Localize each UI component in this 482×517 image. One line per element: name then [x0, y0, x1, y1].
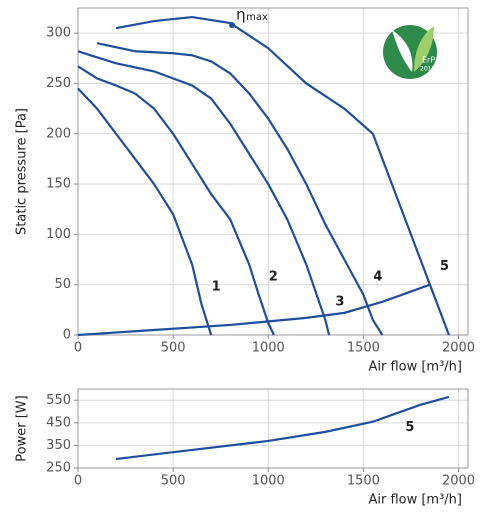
x-tick-label: 1000	[252, 341, 285, 356]
y-tick-label: 250	[46, 461, 71, 476]
y-tick-label: 350	[46, 438, 71, 453]
series-label: 5	[440, 259, 449, 274]
x-axis-label: Air flow [m³/h]	[368, 360, 462, 375]
x-tick-label: 1500	[347, 474, 380, 489]
x-tick-label: 0	[74, 341, 82, 356]
y-tick-label: 50	[54, 277, 71, 292]
badge-year: 2018	[420, 66, 435, 73]
y-axis-label: Static pressure [Pa]	[15, 108, 30, 235]
y-tick-label: 100	[46, 227, 71, 242]
y-tick-label: 550	[46, 393, 71, 408]
plot: 0 50 100 150 200 250 300 0 500 1000 1500 2000 Air fl…	[15, 6, 476, 375]
y-tick-label: 200	[46, 126, 71, 141]
series-label: 4	[373, 269, 382, 284]
line-series	[115, 395, 450, 461]
line-series	[77, 50, 331, 336]
x-tick-label: 500	[161, 341, 186, 356]
badge-text: ErP	[422, 56, 435, 65]
line-series	[77, 87, 213, 336]
series-label: 5	[405, 420, 414, 435]
y-tick-label: 0	[63, 328, 71, 343]
annotation-subscript: max	[246, 12, 268, 23]
line-series	[96, 42, 384, 336]
x-tick-label: 1000	[252, 474, 285, 489]
line-series	[115, 15, 451, 336]
x-tick-label: 2000	[442, 474, 475, 489]
eta-max-point	[229, 22, 236, 29]
series-label: 2	[269, 269, 278, 284]
x-tick-label: 0	[74, 474, 82, 489]
plot: 250 350 450 550 0 500 1000 1500 2000 Air flow [m³…	[15, 388, 475, 508]
x-tick-label: 2000	[442, 341, 475, 356]
y-axis-label: Power [W]	[15, 395, 30, 461]
annotation-symbol: η	[236, 6, 246, 24]
plot-frame	[77, 388, 469, 469]
x-tick-label: 1500	[347, 341, 380, 356]
series-label: 1	[212, 279, 221, 294]
y-tick-label: 250	[46, 76, 71, 91]
erp-badge: ErP 2018	[383, 25, 437, 79]
series-label: 3	[335, 294, 344, 309]
y-tick-label: 450	[46, 415, 71, 430]
x-tick-label: 500	[161, 474, 186, 489]
y-tick-label: 150	[46, 177, 71, 192]
line-series	[77, 283, 431, 337]
line-series	[77, 65, 275, 336]
x-axis-label: Air flow [m³/h]	[368, 493, 462, 508]
y-tick-label: 300	[46, 26, 71, 41]
